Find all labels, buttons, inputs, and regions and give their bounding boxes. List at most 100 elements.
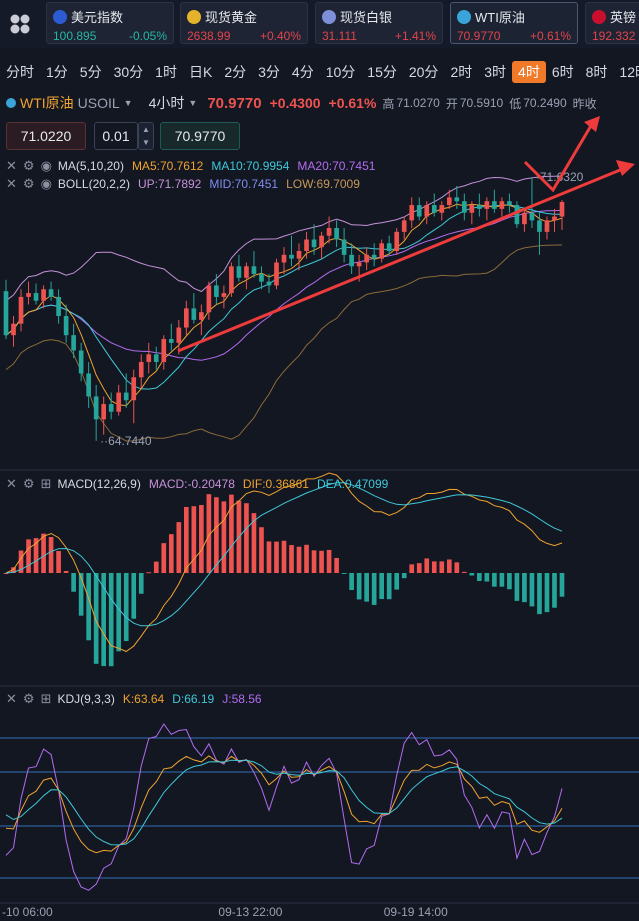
settings-icon[interactable]: ⚙ [22,158,35,173]
candle-body [416,205,422,217]
x-tick-label: 09-19 14:00 [384,905,448,919]
add-icon[interactable]: ⊞ [40,691,52,706]
close-icon[interactable]: ✕ [6,691,17,706]
period-tab[interactable]: 12时 [619,64,639,80]
macd-histogram-bar [251,513,257,573]
close-icon[interactable]: ✕ [6,176,17,191]
buy-price-box[interactable]: 70.9770 [160,122,240,150]
eye-icon[interactable]: ◉ [40,158,52,173]
ticker-card[interactable]: 现货黄金 2638.99 +0.40% [180,2,308,44]
settings-icon[interactable]: ⚙ [22,176,35,191]
sell-price-box[interactable]: 71.0220 [6,122,86,150]
settings-icon[interactable]: ⚙ [22,476,35,491]
ticker-card[interactable]: 美元指数 100.895 -0.05% [46,2,174,44]
symbol-name[interactable]: WTI原油 [20,95,74,111]
period-tab[interactable]: 15分 [367,64,397,80]
period-tab[interactable]: 10分 [325,64,356,80]
ticker-card[interactable]: WTI原油 70.9770 +0.61% [450,2,578,44]
period-tab[interactable]: 3分 [258,64,280,80]
candle-body [304,239,309,251]
candle-body [259,273,264,282]
macd-histogram-bar [281,540,287,573]
macd-histogram-bar [206,494,212,573]
candle-body [86,373,91,397]
timeframe-dropdown-icon[interactable]: ▼ [188,98,198,108]
candle-body [71,335,76,351]
candle-body [214,285,219,297]
candle-body [63,316,69,336]
boll-low-value: LOW:69.7009 [286,177,360,191]
candle-body [514,205,520,225]
candle-body [409,205,415,221]
ticker-card[interactable]: 英镑 192.332 [585,2,639,44]
period-tab[interactable]: 4分 [291,64,314,80]
lot-stepper[interactable]: ▲ ▼ [138,122,154,150]
ticker-card[interactable]: 现货白银 31.111 +1.41% [315,2,443,44]
macd-label[interactable]: MACD(12,26,9) [57,477,141,491]
macd-histogram-bar [439,561,445,573]
eye-icon[interactable]: ◉ [40,176,52,191]
period-tab[interactable]: 30分 [113,64,144,80]
ticker-name-text: 英镑 [610,10,637,25]
macd-histogram-bar [454,562,460,573]
ma-label[interactable]: MA(5,10,20) [57,159,124,173]
candle-body [183,308,189,328]
candle-body [138,361,144,378]
ticker-flag-icon [53,9,67,24]
ticker-name-text: 现货黄金 [205,10,258,25]
period-tab[interactable]: 6时 [551,64,574,80]
period-tab[interactable]: 1时 [155,64,177,80]
macd-histogram-bar [499,573,505,587]
period-tab[interactable]: 3时 [484,64,507,80]
add-icon[interactable]: ⊞ [40,476,52,491]
lot-size-input[interactable]: 0.01 [94,122,138,150]
macd-histogram-bar [63,570,69,573]
close-icon[interactable]: ✕ [6,158,17,173]
macd-histogram-bar [183,506,189,573]
lot-increase-icon[interactable]: ▲ [142,125,150,134]
period-tab[interactable]: 20分 [408,64,439,80]
boll-legend: ✕ ⚙ ◉ BOLL(20,2,2) UP:71.7892 MID:70.745… [0,175,360,193]
period-tab[interactable]: 2时 [450,64,473,80]
candle-body [123,392,129,401]
macd-histogram-bar [3,573,9,574]
close-icon[interactable]: ✕ [6,476,17,491]
candle-body [386,243,392,251]
period-tab[interactable]: 5分 [79,64,102,80]
candle-body [191,308,197,320]
candle-body [341,239,347,255]
menu-grid-button[interactable] [0,0,40,48]
candle-body [176,327,182,343]
candle-body [281,254,287,263]
candle-body [11,323,16,336]
period-tab[interactable]: 日K [188,64,213,80]
candle-body [289,254,294,259]
period-tab[interactable]: 8时 [585,64,608,80]
kdj-label[interactable]: KDJ(9,3,3) [57,692,115,706]
candle-body [552,216,557,221]
candle-body [168,339,174,343]
period-tab[interactable]: 4时 [512,61,546,83]
ma10-value: MA10:70.9954 [211,159,290,173]
macd-histogram-bar [108,573,114,667]
grid-icon [10,14,30,34]
period-tab[interactable]: 分时 [6,64,34,80]
lot-decrease-icon[interactable]: ▼ [142,138,150,147]
macd-histogram-bar [356,573,362,600]
period-tab[interactable]: 2分 [224,64,247,80]
candle-body [356,262,362,267]
candle-body [424,205,430,217]
macd-histogram-bar [131,573,137,619]
candle-body [439,205,445,213]
candle-body [326,228,332,236]
settings-icon[interactable]: ⚙ [22,691,35,706]
kdj-legend: ✕ ⚙ ⊞ KDJ(9,3,3) K:63.64 D:66.19 J:58.56 [0,690,262,708]
symbol-code[interactable]: USOIL [77,95,120,111]
j-line [5,723,563,891]
symbol-dropdown-icon[interactable]: ▼ [123,98,133,108]
period-tab[interactable]: 1分 [46,64,68,80]
macd-histogram-bar [259,527,264,573]
ma20-line [5,210,563,361]
boll-label[interactable]: BOLL(20,2,2) [57,177,130,191]
timeframe-label[interactable]: 4小时 [148,95,185,111]
